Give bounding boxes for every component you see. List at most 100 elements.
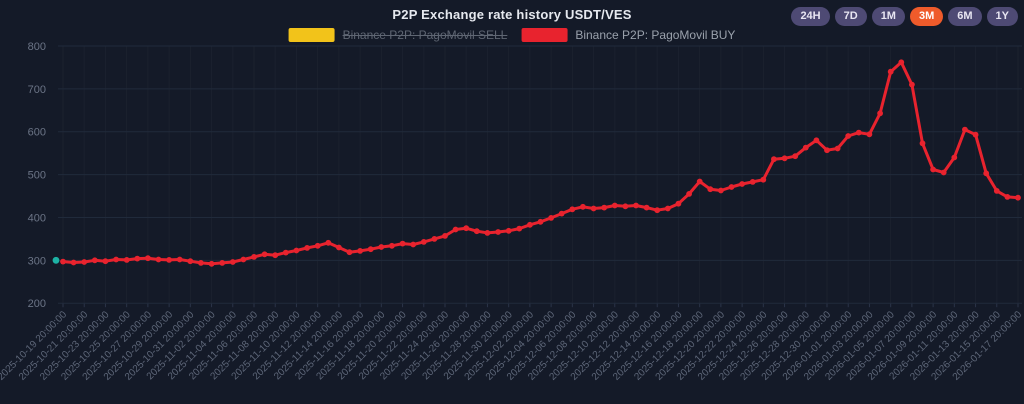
data-point-marker[interactable] <box>123 257 130 263</box>
data-point-marker[interactable] <box>622 203 629 210</box>
data-point-marker[interactable] <box>399 240 406 247</box>
legend-item-sell[interactable]: Binance P2P: PagoMovil SELL <box>288 28 507 42</box>
data-point-marker[interactable] <box>686 191 692 197</box>
data-point-marker[interactable] <box>887 68 894 75</box>
data-point-marker[interactable] <box>654 207 661 214</box>
data-point-marker[interactable] <box>590 205 597 212</box>
data-point-marker[interactable] <box>919 140 926 147</box>
buy-series-line[interactable] <box>61 60 1020 266</box>
data-point-marker[interactable] <box>325 239 332 246</box>
data-point-marker[interactable] <box>792 153 799 160</box>
data-point-marker[interactable] <box>962 126 968 133</box>
data-point-marker[interactable] <box>728 184 735 190</box>
data-point-marker[interactable] <box>378 244 385 250</box>
data-point-marker[interactable] <box>81 259 88 265</box>
data-point-marker[interactable] <box>675 200 682 207</box>
data-point-marker[interactable] <box>240 256 247 263</box>
data-point-marker[interactable] <box>601 204 608 211</box>
data-point-marker[interactable] <box>877 110 883 117</box>
data-point-marker[interactable] <box>229 259 236 265</box>
data-point-marker[interactable] <box>367 246 374 253</box>
range-button-1y[interactable]: 1Y <box>986 7 1018 26</box>
data-point-marker[interactable] <box>261 251 268 258</box>
data-point-marker[interactable] <box>951 154 958 161</box>
range-button-24h[interactable]: 24H <box>791 7 830 26</box>
data-point-marker[interactable] <box>463 225 470 232</box>
data-point-marker[interactable] <box>855 129 862 136</box>
data-point-marker[interactable] <box>771 156 777 163</box>
data-point-marker[interactable] <box>558 210 565 217</box>
data-point-marker[interactable] <box>696 178 703 185</box>
data-point-marker[interactable] <box>420 239 427 245</box>
data-point-marker[interactable] <box>166 257 173 263</box>
range-button-7d[interactable]: 7D <box>834 7 867 26</box>
data-point-marker[interactable] <box>537 218 544 225</box>
data-point-marker[interactable] <box>718 187 724 194</box>
data-point-marker[interactable] <box>293 247 300 254</box>
data-point-marker[interactable] <box>145 255 151 262</box>
data-point-marker[interactable] <box>60 258 66 265</box>
data-point-marker[interactable] <box>845 133 852 139</box>
data-point-marker[interactable] <box>251 254 257 260</box>
data-point-marker[interactable] <box>282 249 289 256</box>
data-point-marker[interactable] <box>781 155 788 162</box>
data-point-marker[interactable] <box>505 227 512 234</box>
data-point-marker[interactable] <box>739 181 745 187</box>
data-point-marker[interactable] <box>155 256 162 263</box>
data-point-marker[interactable] <box>643 204 650 211</box>
data-point-marker[interactable] <box>410 241 417 248</box>
data-point-marker[interactable] <box>198 260 204 266</box>
data-point-marker[interactable] <box>102 258 109 265</box>
data-point-marker[interactable] <box>495 229 501 235</box>
data-point-marker[interactable] <box>516 225 523 232</box>
data-point-marker[interactable] <box>219 260 226 266</box>
data-point-marker[interactable] <box>1004 194 1011 200</box>
data-point-marker[interactable] <box>442 233 448 239</box>
range-button-3m[interactable]: 3M <box>909 7 944 26</box>
data-point-marker[interactable] <box>473 228 480 235</box>
data-point-marker[interactable] <box>664 205 671 212</box>
data-point-marker[interactable] <box>527 221 533 228</box>
data-point-marker[interactable] <box>993 188 1000 194</box>
data-point-marker[interactable] <box>972 131 979 138</box>
data-point-marker[interactable] <box>569 206 576 213</box>
data-point-marker[interactable] <box>91 257 98 264</box>
data-point-marker[interactable] <box>389 242 395 249</box>
data-point-marker[interactable] <box>357 248 363 254</box>
data-point-marker[interactable] <box>304 245 310 251</box>
data-point-marker[interactable] <box>70 259 77 266</box>
data-point-marker[interactable] <box>548 215 554 221</box>
data-point-marker[interactable] <box>930 166 936 173</box>
data-point-marker[interactable] <box>760 176 767 183</box>
data-point-marker[interactable] <box>113 256 119 263</box>
data-point-marker[interactable] <box>314 242 321 249</box>
data-point-marker[interactable] <box>749 179 756 185</box>
data-point-marker[interactable] <box>187 258 194 265</box>
data-point-marker[interactable] <box>176 256 183 263</box>
data-point-marker[interactable] <box>866 131 873 138</box>
data-point-marker[interactable] <box>452 226 459 233</box>
data-point-marker[interactable] <box>940 169 947 176</box>
data-point-marker[interactable] <box>633 202 639 209</box>
data-point-marker[interactable] <box>707 186 714 193</box>
range-button-1m[interactable]: 1M <box>871 7 905 26</box>
data-point-marker[interactable] <box>813 137 820 144</box>
data-point-marker[interactable] <box>134 255 141 262</box>
data-point-marker[interactable] <box>1015 194 1021 201</box>
data-point-marker[interactable] <box>336 244 342 251</box>
data-point-marker[interactable] <box>909 81 915 88</box>
data-point-marker[interactable] <box>346 249 353 256</box>
data-point-marker[interactable] <box>580 203 586 210</box>
data-point-marker[interactable] <box>484 230 491 236</box>
data-point-marker[interactable] <box>272 252 279 259</box>
data-point-marker[interactable] <box>802 144 809 151</box>
data-point-marker[interactable] <box>824 147 830 154</box>
data-point-marker[interactable] <box>898 59 905 66</box>
data-point-marker[interactable] <box>431 236 438 242</box>
data-point-marker[interactable] <box>208 260 215 267</box>
range-button-6m[interactable]: 6M <box>948 7 982 26</box>
data-point-marker[interactable] <box>983 170 990 177</box>
data-point-marker[interactable] <box>834 145 841 152</box>
legend-item-buy[interactable]: Binance P2P: PagoMovil BUY <box>521 28 735 42</box>
